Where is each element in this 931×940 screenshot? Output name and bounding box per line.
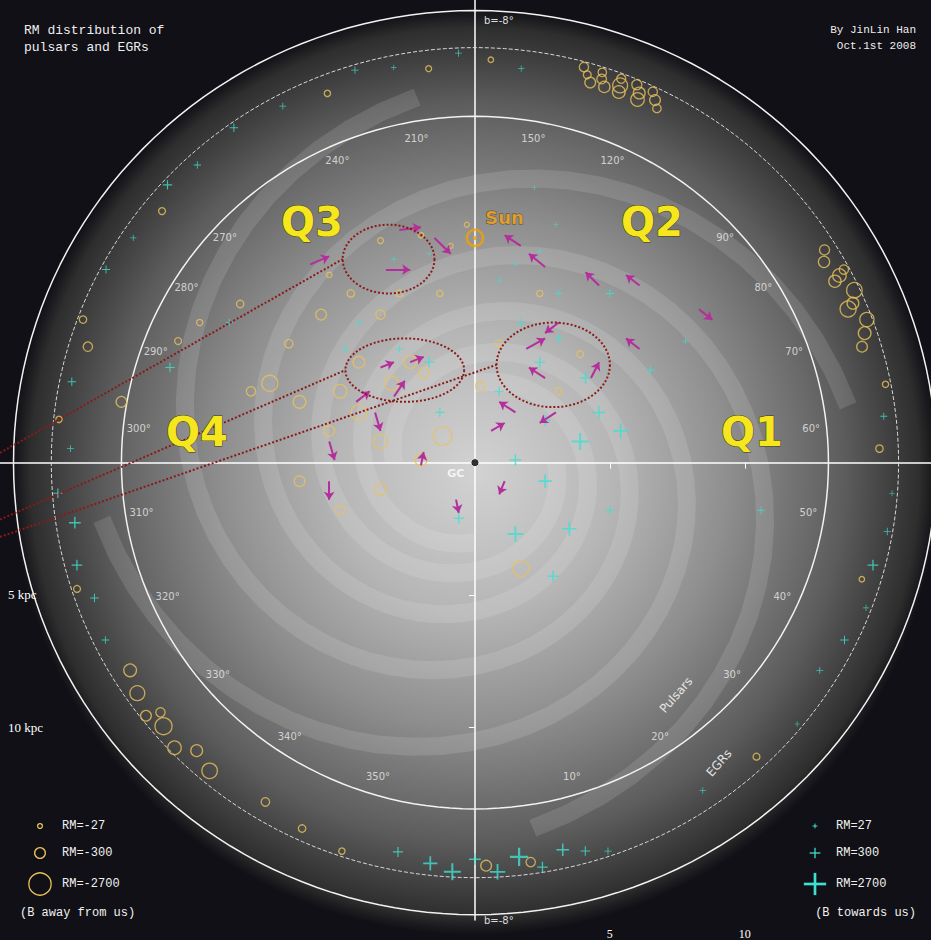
svg-text:80°: 80° — [754, 282, 772, 293]
svg-text:By JinLin Han: By JinLin Han — [830, 24, 916, 36]
svg-text:Q2: Q2 — [621, 199, 683, 245]
svg-text:Sun: Sun — [485, 207, 524, 228]
svg-text:pulsars and EGRs: pulsars and EGRs — [24, 40, 149, 55]
svg-text:300°: 300° — [127, 423, 151, 434]
svg-text:350°: 350° — [366, 771, 390, 782]
svg-text:210°: 210° — [404, 133, 428, 144]
svg-text:Q1: Q1 — [721, 409, 783, 455]
svg-text:90°: 90° — [716, 232, 734, 243]
svg-text:Q3: Q3 — [281, 199, 343, 245]
svg-text:RM=27: RM=27 — [836, 819, 872, 833]
svg-text:330°: 330° — [206, 669, 230, 680]
svg-text:b=-8°: b=-8° — [484, 915, 514, 926]
svg-text:GC: GC — [447, 467, 464, 480]
svg-text:120°: 120° — [600, 155, 624, 166]
svg-text:10 kpc: 10 kpc — [8, 720, 43, 735]
svg-text:50°: 50° — [800, 507, 818, 518]
svg-text:280°: 280° — [174, 282, 198, 293]
svg-text:RM distribution of: RM distribution of — [24, 23, 164, 38]
svg-text:RM=2700: RM=2700 — [836, 877, 886, 891]
svg-text:270°: 270° — [213, 232, 237, 243]
svg-text:RM=-300: RM=-300 — [62, 846, 112, 860]
svg-text:240°: 240° — [325, 155, 349, 166]
svg-text:310°: 310° — [129, 507, 153, 518]
svg-text:60°: 60° — [802, 423, 820, 434]
svg-text:10°: 10° — [563, 771, 581, 782]
svg-text:340°: 340° — [278, 731, 302, 742]
svg-text:EGRs: EGRs — [703, 747, 734, 780]
svg-text:Oct.1st 2008: Oct.1st 2008 — [837, 40, 916, 52]
svg-text:Pulsars: Pulsars — [657, 674, 696, 715]
svg-text:20°: 20° — [651, 731, 669, 742]
svg-text:5: 5 — [607, 927, 613, 940]
svg-text:5 kpc: 5 kpc — [8, 587, 37, 603]
svg-text:(B away from us): (B away from us) — [20, 906, 135, 920]
svg-text:40°: 40° — [773, 591, 791, 602]
svg-text:150°: 150° — [521, 133, 545, 144]
svg-text:RM=-2700: RM=-2700 — [62, 877, 120, 891]
svg-text:RM=-27: RM=-27 — [62, 819, 105, 833]
svg-text:Q4: Q4 — [166, 409, 228, 455]
svg-text:70°: 70° — [785, 346, 803, 357]
svg-text:320°: 320° — [156, 591, 180, 602]
svg-text:30°: 30° — [723, 669, 741, 680]
svg-text:(B towards us): (B towards us) — [815, 906, 916, 920]
svg-text:290°: 290° — [144, 346, 168, 357]
svg-text:10: 10 — [739, 927, 751, 940]
svg-text:RM=300: RM=300 — [836, 846, 879, 860]
svg-text:b=-8°: b=-8° — [484, 15, 514, 26]
